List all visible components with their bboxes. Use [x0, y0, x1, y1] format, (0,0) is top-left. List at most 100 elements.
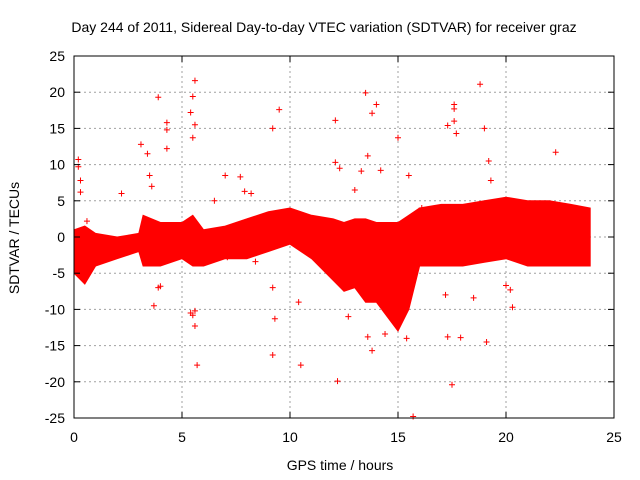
data-point — [148, 183, 155, 190]
data-point — [507, 286, 514, 293]
data-point — [373, 101, 380, 108]
y-tick-label: -25 — [45, 410, 65, 426]
y-axis-label: SDTVAR / TECUs — [6, 182, 22, 294]
data-point — [155, 94, 162, 101]
data-point — [453, 130, 460, 137]
data-point — [189, 93, 196, 100]
data-point — [146, 172, 153, 179]
ticks — [73, 55, 615, 419]
data-point — [369, 110, 376, 117]
data-point — [552, 149, 559, 156]
tick-labels: 0 5 10 15 20 25 -25 -20 -15 -10 -5 0 5 10 15 20 25 — [45, 48, 622, 445]
data-point — [163, 119, 170, 126]
data-point — [189, 134, 196, 141]
data-point — [248, 190, 255, 197]
data-point — [269, 125, 276, 132]
data-point — [364, 152, 371, 159]
data-point — [485, 157, 492, 164]
y-tick-label: 25 — [49, 48, 65, 64]
data-point — [332, 117, 339, 124]
data-point — [477, 81, 484, 88]
x-tick-label: 25 — [606, 429, 622, 445]
data-point — [483, 338, 490, 345]
data-point — [332, 159, 339, 166]
x-tick-label: 5 — [178, 429, 186, 445]
data-point — [345, 313, 352, 320]
data-point — [224, 254, 231, 261]
data-point — [336, 165, 343, 172]
data-point — [362, 89, 369, 96]
data-point — [509, 304, 516, 311]
data-point — [77, 177, 84, 184]
data-point — [481, 125, 488, 132]
y-tick-label: 5 — [57, 193, 65, 209]
data-point — [295, 299, 302, 306]
data-point — [382, 331, 389, 338]
data-layer — [73, 77, 591, 420]
data-point — [191, 323, 198, 330]
data-point — [137, 141, 144, 148]
data-point — [358, 168, 365, 175]
data-point — [222, 172, 229, 179]
data-point — [144, 150, 151, 157]
data-point — [191, 77, 198, 84]
data-point — [451, 101, 458, 108]
sdtvar-band — [73, 196, 591, 333]
data-point — [351, 186, 358, 193]
data-point — [291, 228, 298, 235]
data-point — [252, 258, 259, 265]
data-point — [377, 167, 384, 174]
data-point — [211, 197, 218, 204]
data-point — [395, 134, 401, 141]
data-point — [544, 255, 551, 262]
data-point — [77, 189, 84, 196]
data-point — [444, 333, 451, 340]
data-point — [487, 177, 494, 184]
data-point — [470, 294, 477, 301]
y-tick-label: 15 — [49, 120, 65, 136]
data-point — [83, 218, 90, 225]
data-point — [418, 205, 425, 212]
data-point — [410, 413, 417, 420]
data-point — [191, 121, 198, 128]
y-tick-label: 20 — [49, 84, 65, 100]
x-tick-label: 10 — [282, 429, 298, 445]
data-point — [369, 347, 376, 354]
data-point — [457, 334, 464, 341]
data-point — [442, 291, 449, 298]
y-tick-label: -5 — [53, 265, 66, 281]
chart-title: Day 244 of 2011, Sidereal Day-to-day VTE… — [71, 19, 576, 35]
x-tick-label: 0 — [70, 429, 78, 445]
data-point — [444, 122, 451, 129]
data-point — [187, 109, 194, 116]
y-tick-label: -15 — [45, 338, 65, 354]
data-point — [118, 190, 125, 197]
data-point — [237, 173, 244, 180]
data-point — [163, 126, 170, 133]
data-point — [241, 188, 248, 195]
data-point — [269, 284, 276, 291]
data-point — [191, 307, 198, 314]
data-point — [75, 156, 82, 163]
y-tick-label: 0 — [57, 229, 65, 245]
data-point — [189, 312, 196, 319]
data-point — [449, 381, 455, 388]
data-point — [194, 362, 201, 369]
data-point — [163, 145, 170, 152]
x-axis-label: GPS time / hours — [287, 457, 394, 473]
y-tick-label: -20 — [45, 374, 65, 390]
data-point — [451, 118, 458, 125]
data-point — [503, 282, 509, 289]
data-point — [150, 302, 157, 309]
data-point — [405, 172, 412, 179]
data-point — [157, 283, 164, 290]
data-point — [276, 106, 283, 113]
data-point — [269, 352, 276, 359]
data-point — [364, 333, 371, 340]
x-tick-label: 20 — [498, 429, 514, 445]
data-point — [271, 315, 278, 322]
y-tick-label: -10 — [45, 301, 65, 317]
data-point — [334, 378, 341, 385]
y-tick-label: 10 — [49, 157, 65, 173]
